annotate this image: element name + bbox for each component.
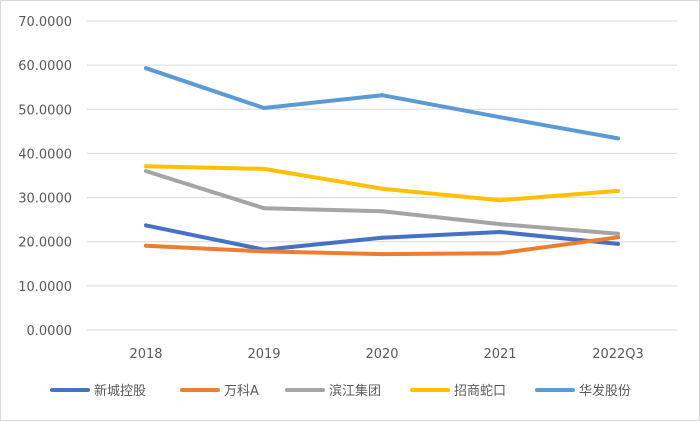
data-point — [498, 230, 502, 235]
x-tick-label: 2021 — [483, 347, 516, 362]
data-point — [380, 186, 384, 191]
data-point — [380, 235, 384, 240]
legend-label: 新城控股 — [94, 383, 146, 399]
y-tick-label: 40.0000 — [18, 147, 72, 162]
data-point — [144, 223, 148, 228]
data-point — [498, 115, 502, 120]
x-axis-ticks: 2018 2019 2020 2021 2022Q3 — [129, 347, 643, 362]
series-line — [144, 169, 620, 236]
y-tick-label: 60.0000 — [18, 59, 72, 74]
data-point — [144, 169, 148, 174]
x-tick-label: 2019 — [247, 347, 280, 362]
data-point — [144, 243, 148, 248]
data-point — [616, 136, 620, 141]
x-tick-label: 2018 — [129, 347, 162, 362]
series-line — [144, 66, 620, 141]
data-point — [262, 206, 266, 211]
y-tick-label: 50.0000 — [18, 103, 72, 118]
legend: 新城控股 万科A 滨江集团 招商蛇口 华发股份 — [50, 383, 631, 399]
data-point — [616, 188, 620, 193]
data-point — [616, 235, 620, 240]
data-point — [616, 231, 620, 236]
data-point — [144, 66, 148, 71]
y-tick-label: 0.0000 — [27, 324, 73, 339]
x-tick-label: 2020 — [365, 347, 398, 362]
legend-label: 滨江集团 — [329, 383, 381, 399]
x-tick-label: 2022Q3 — [592, 347, 644, 362]
y-tick-label: 10.0000 — [18, 280, 72, 295]
gridlines — [87, 20, 677, 331]
y-tick-label: 30.0000 — [18, 192, 72, 207]
y-axis-ticks: 0.0000 10.0000 20.0000 30.0000 40.0000 50.000… — [18, 15, 72, 339]
data-point — [262, 105, 266, 110]
data-point — [380, 252, 384, 257]
y-tick-label: 70.0000 — [18, 15, 72, 30]
legend-label: 招商蛇口 — [454, 384, 506, 399]
data-point — [616, 241, 620, 246]
series-lines — [144, 66, 620, 257]
data-point — [498, 251, 502, 256]
data-point — [380, 209, 384, 214]
data-point — [380, 93, 384, 98]
legend-label: 万科A — [224, 384, 259, 399]
y-tick-label: 20.0000 — [18, 236, 72, 251]
data-point — [498, 198, 502, 203]
data-point — [262, 166, 266, 171]
legend-label: 华发股份 — [579, 383, 631, 399]
data-point — [498, 222, 502, 227]
data-point — [144, 164, 148, 169]
data-point — [262, 249, 266, 254]
